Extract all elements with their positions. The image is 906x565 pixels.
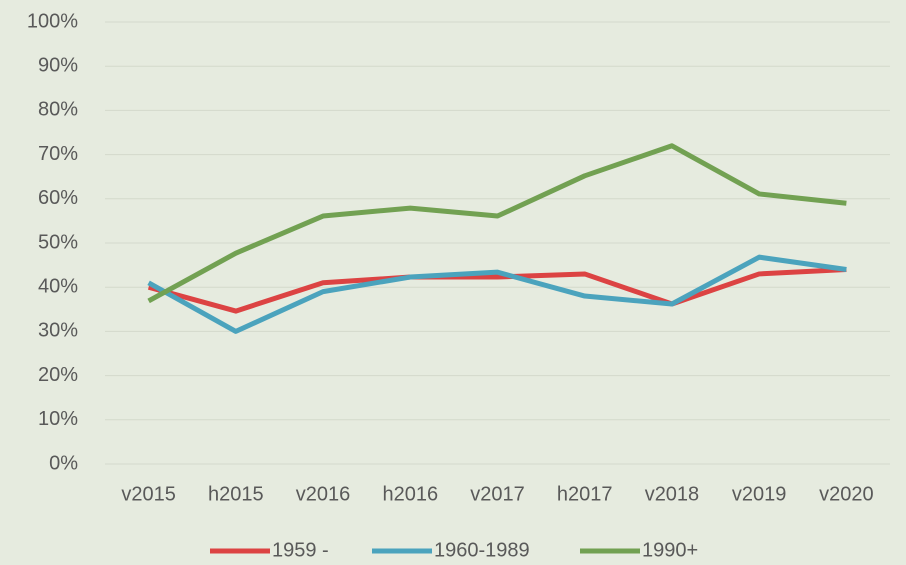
series-line [147, 143, 847, 304]
x-tick-label: h2016 [382, 483, 438, 505]
x-tick-label: v2018 [645, 483, 700, 505]
x-tick-label: v2015 [121, 483, 176, 505]
y-tick-label: 50% [38, 231, 78, 253]
y-tick-label: 20% [38, 364, 78, 386]
y-tick-label: 0% [49, 452, 78, 474]
x-tick-label: v2019 [732, 483, 787, 505]
legend-label: 1990+ [642, 539, 698, 561]
y-tick-label: 70% [38, 143, 78, 165]
legend-label: 1959 - [272, 539, 329, 561]
y-tick-label: 80% [38, 99, 78, 121]
x-tick-label: h2017 [557, 483, 613, 505]
y-tick-label: 60% [38, 187, 78, 209]
x-tick-label: v2020 [819, 483, 874, 505]
y-tick-label: 90% [38, 54, 78, 76]
y-tick-label: 30% [38, 320, 78, 342]
x-tick-label: v2017 [470, 483, 525, 505]
x-tick-label: v2016 [296, 483, 351, 505]
x-tick-label: h2015 [208, 483, 264, 505]
y-tick-label: 10% [38, 408, 78, 430]
y-tick-label: 40% [38, 275, 78, 297]
y-tick-label: 100% [27, 10, 78, 32]
series-line [147, 254, 847, 334]
legend-label: 1960-1989 [434, 539, 530, 561]
series-line [147, 267, 847, 314]
